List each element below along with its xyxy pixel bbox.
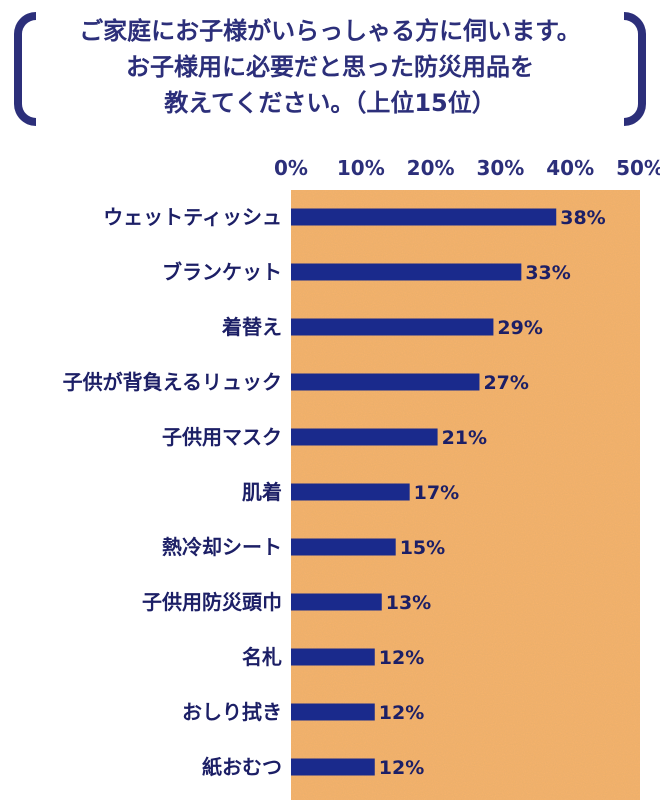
bar [291, 593, 382, 611]
category-label: 名札 [242, 645, 282, 669]
category-label: 子供が背負えるリュック [63, 370, 282, 394]
bar [291, 483, 410, 501]
x-tick-label: 50% [616, 156, 660, 180]
data-label: 21% [442, 427, 487, 449]
bar [291, 703, 375, 721]
data-label: 15% [400, 537, 445, 559]
data-label: 33% [525, 262, 570, 284]
title-block: ご家庭にお子様がいらっしゃる方に伺います。 お子様用に必要だと思った防災用品を … [0, 0, 660, 140]
bar [291, 263, 522, 281]
title-line-1: ご家庭にお子様がいらっしゃる方に伺います。 [79, 17, 581, 45]
data-label: 12% [379, 702, 424, 724]
data-label: 29% [497, 317, 542, 339]
x-tick-label: 40% [546, 156, 594, 180]
category-label: 子供用マスク [162, 425, 282, 449]
category-label: 熱冷却シート [162, 535, 282, 559]
bar [291, 318, 494, 336]
data-label: 38% [560, 207, 605, 229]
x-tick-label: 20% [407, 156, 455, 180]
data-label: 13% [386, 592, 431, 614]
bar [291, 648, 375, 666]
bar [291, 758, 375, 776]
title-line-2: お子様用に必要だと思った防災用品を [126, 53, 534, 81]
category-label: 紙おむつ [202, 755, 282, 779]
left-bracket-decoration [14, 12, 36, 126]
bar [291, 373, 480, 391]
category-label: ブランケット [162, 260, 282, 284]
category-label: 着替え [221, 315, 282, 339]
x-tick-label: 10% [337, 156, 385, 180]
data-label: 27% [483, 372, 528, 394]
category-label: ウェットティッシュ [103, 205, 282, 229]
category-label: 肌着 [242, 480, 282, 504]
x-tick-label: 0% [274, 156, 308, 180]
bar [291, 208, 557, 226]
right-bracket-decoration [624, 12, 646, 126]
bar [291, 428, 438, 446]
x-tick-label: 30% [476, 156, 524, 180]
category-label: 子供用防災頭巾 [142, 590, 282, 614]
bar-chart: 0% 10% 20% 30% 40% 50% ウェットティッシュブランケット着替え子供が背… [63, 156, 660, 800]
category-label: おしり拭き [182, 700, 282, 724]
data-label: 12% [379, 647, 424, 669]
title-line-3: 教えてください。（上位15位） [164, 89, 496, 117]
data-label: 17% [414, 482, 459, 504]
bar [291, 538, 396, 556]
data-label: 12% [379, 757, 424, 779]
